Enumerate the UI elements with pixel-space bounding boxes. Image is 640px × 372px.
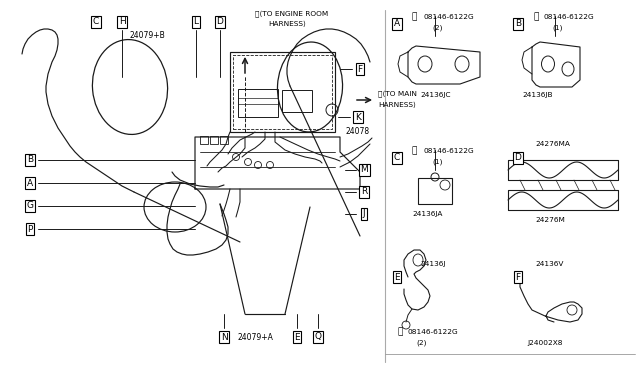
Bar [200, 136, 208, 144]
Text: 24136V: 24136V [535, 261, 563, 267]
Text: J24002X8: J24002X8 [527, 340, 563, 346]
Text: ⓓ⟨TO MAIN: ⓓ⟨TO MAIN [378, 90, 417, 97]
Text: Ⓑ: Ⓑ [533, 13, 538, 22]
Text: B: B [27, 155, 33, 164]
Text: D: D [216, 17, 223, 26]
Bar [418, 178, 452, 204]
Text: 24079+B: 24079+B [130, 31, 166, 39]
Text: J: J [363, 209, 365, 218]
Text: 24136JC: 24136JC [420, 92, 451, 98]
Bar [220, 136, 228, 144]
Text: F: F [357, 64, 363, 74]
Text: (1): (1) [432, 159, 442, 165]
Text: B: B [515, 19, 521, 29]
Text: K: K [355, 112, 361, 122]
Text: Ⓑ: Ⓑ [412, 147, 417, 155]
Bar [282, 90, 312, 112]
Text: 08146-6122G: 08146-6122G [543, 14, 594, 20]
Text: Ⓒ⟨TO ENGINE ROOM: Ⓒ⟨TO ENGINE ROOM [255, 10, 328, 17]
Text: Q: Q [314, 333, 321, 341]
Text: HARNESS⟩: HARNESS⟩ [268, 21, 306, 27]
Text: (1): (1) [552, 25, 563, 31]
Text: Ⓑ: Ⓑ [397, 327, 403, 337]
Text: Ⓑ: Ⓑ [412, 13, 417, 22]
Text: P: P [28, 224, 33, 234]
Text: L: L [193, 17, 198, 26]
Text: A: A [394, 19, 400, 29]
Bar [238, 89, 278, 117]
Text: 08146-6122G: 08146-6122G [407, 329, 458, 335]
Text: C: C [93, 17, 99, 26]
Text: 08146-6122G: 08146-6122G [423, 14, 474, 20]
Bar [210, 136, 218, 144]
Text: E: E [294, 333, 300, 341]
Text: (2): (2) [416, 340, 426, 346]
Text: 24078: 24078 [345, 128, 369, 137]
Text: C: C [394, 154, 400, 163]
Text: 24136JA: 24136JA [412, 211, 442, 217]
Text: F: F [515, 273, 520, 282]
Text: (2): (2) [432, 25, 442, 31]
Text: 24136JB: 24136JB [522, 92, 552, 98]
Text: HARNESS⟩: HARNESS⟩ [378, 102, 416, 108]
Text: R: R [361, 187, 367, 196]
Text: E: E [394, 273, 400, 282]
Text: H: H [118, 17, 125, 26]
Text: 24079+A: 24079+A [238, 333, 274, 341]
Bar [230, 52, 335, 132]
Text: 08146-6122G: 08146-6122G [423, 148, 474, 154]
Text: D: D [515, 154, 522, 163]
Text: N: N [221, 333, 227, 341]
Text: A: A [27, 179, 33, 187]
Text: G: G [26, 202, 33, 211]
Text: M: M [360, 166, 368, 174]
Text: 24276MA: 24276MA [535, 141, 570, 147]
Text: 24136J: 24136J [420, 261, 445, 267]
Bar [233, 55, 332, 129]
Text: 24276M: 24276M [535, 217, 565, 223]
